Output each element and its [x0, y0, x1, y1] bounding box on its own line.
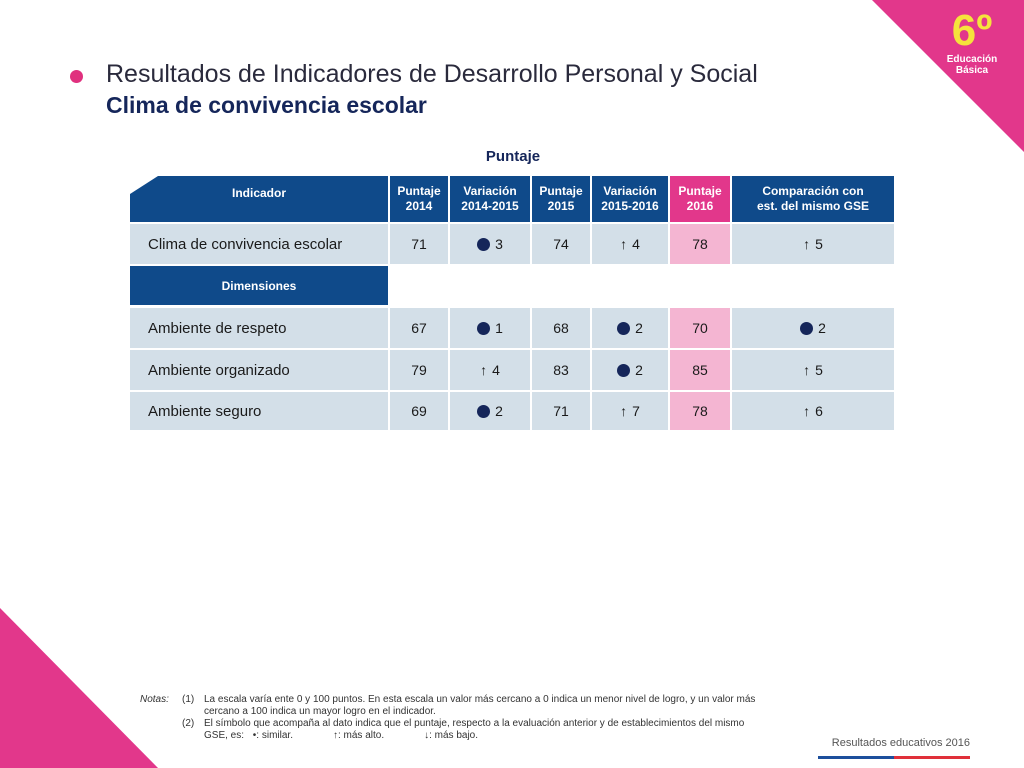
cell-respeto-p2014: 67 [390, 308, 448, 348]
arrow-up-icon: ↑ [803, 236, 811, 252]
value: 5 [815, 362, 823, 378]
cell-organizado-comp: ↑ 5 [732, 350, 894, 390]
value: 5 [815, 236, 823, 252]
grade-number: 6º [951, 6, 993, 55]
header-puntaje-2015-line2: 2015 [547, 199, 575, 213]
notes-block: Notas: (1) La escala varía ente 0 y 100 … [140, 694, 760, 742]
value: 4 [492, 362, 500, 378]
header-puntaje-2016-line2: 2016 [686, 199, 714, 213]
header-indicador-bg [130, 176, 388, 222]
footer-flag-stripe [818, 756, 970, 759]
header-puntaje-2015: Puntaje 2015 [532, 176, 590, 222]
header-comparacion-gse: Comparación con est. del mismo GSE [732, 176, 894, 222]
cell-seguro-v1516: ↑ 7 [592, 392, 668, 430]
row-label-clima: Clima de convivencia escolar [130, 224, 388, 264]
value: 1 [495, 320, 503, 336]
page-title: Resultados de Indicadores de Desarrollo … [106, 60, 758, 88]
cell-clima-comp: ↑ 5 [732, 224, 894, 264]
cell-clima-p2016: 78 [670, 224, 730, 264]
cell-clima-v1415: 3 [450, 224, 530, 264]
legend-down: ↓: más bajo. [424, 730, 479, 741]
header-variacion-1415-line2: 2014-2015 [461, 199, 519, 213]
grade-badge: 6º Educación Básica [928, 6, 1016, 77]
cell-organizado-p2015: 83 [532, 350, 590, 390]
row-label-respeto: Ambiente de respeto [130, 308, 388, 348]
value: 7 [632, 403, 640, 419]
cell-clima-v1516: ↑ 4 [592, 224, 668, 264]
flag-blue-stripe [818, 756, 894, 759]
page-subtitle: Clima de convivencia escolar [106, 92, 427, 118]
corner-decoration-top-right [872, 0, 1024, 152]
cell-organizado-p2016: 85 [670, 350, 730, 390]
footer-text: Resultados educativos 2016 [831, 737, 970, 749]
grade-label-line2: Básica [955, 65, 989, 76]
similar-dot-icon [477, 321, 491, 335]
header-comparacion-line1: Comparación con [762, 184, 864, 198]
note-1-text: La escala varía ente 0 y 100 puntos. En … [204, 694, 756, 717]
row-label-organizado: Ambiente organizado [130, 350, 388, 390]
header-variacion-1415-line1: Variación [463, 184, 517, 198]
value: 3 [495, 236, 503, 252]
cell-respeto-p2016: 70 [670, 308, 730, 348]
similar-dot-icon [477, 404, 491, 418]
flag-red-stripe [894, 756, 970, 759]
cell-seguro-p2015: 71 [532, 392, 590, 430]
cell-seguro-p2014: 69 [390, 392, 448, 430]
value: 4 [632, 236, 640, 252]
dimensions-header: Dimensiones [130, 266, 388, 305]
note-1: Notas: (1) La escala varía ente 0 y 100 … [140, 694, 760, 718]
header-variacion-1516-line1: Variación [603, 184, 657, 198]
value: 6 [815, 403, 823, 419]
header-puntaje-2016-line1: Puntaje [678, 184, 722, 198]
note-2-number: (2) [182, 718, 195, 729]
cell-respeto-v1516: 2 [592, 308, 668, 348]
arrow-up-icon: ↑ [620, 236, 628, 252]
grade-label-line1: Educación [946, 54, 998, 65]
note-2-text: El símbolo que acompaña al dato indica q… [204, 718, 745, 741]
title-bullet-icon [70, 70, 83, 83]
arrow-up-icon: ↑ [803, 403, 811, 419]
note-1-number: (1) [182, 694, 195, 705]
cell-seguro-comp: ↑ 6 [732, 392, 894, 430]
cell-seguro-p2016: 78 [670, 392, 730, 430]
value: 2 [635, 320, 643, 336]
cell-respeto-p2015: 68 [532, 308, 590, 348]
arrow-up-icon: ↑ [620, 403, 628, 419]
header-variacion-2014-2015: Variación 2014-2015 [450, 176, 530, 222]
arrow-up-icon: ↑ [803, 362, 811, 378]
header-variacion-1516-line2: 2015-2016 [601, 199, 659, 213]
note-2: (2) El símbolo que acompaña al dato indi… [140, 718, 760, 742]
table-caption: Puntaje [485, 148, 541, 165]
cell-clima-p2015: 74 [532, 224, 590, 264]
similar-dot-icon [800, 321, 814, 335]
header-variacion-2015-2016: Variación 2015-2016 [592, 176, 668, 222]
cell-respeto-comp: 2 [732, 308, 894, 348]
header-comparacion-line2: est. del mismo GSE [756, 199, 870, 213]
cell-clima-p2014: 71 [390, 224, 448, 264]
arrow-up-icon: ↑ [480, 362, 488, 378]
header-indicador: Indicador [231, 185, 286, 200]
similar-dot-icon [617, 321, 631, 335]
cell-organizado-p2014: 79 [390, 350, 448, 390]
cell-organizado-v1516: 2 [592, 350, 668, 390]
header-puntaje-2014-line1: Puntaje [397, 184, 441, 198]
header-puntaje-2015-line1: Puntaje [539, 184, 583, 198]
legend-up: ↑: más alto. [332, 730, 385, 741]
value: 2 [635, 362, 643, 378]
header-puntaje-2016: Puntaje 2016 [670, 176, 730, 222]
value: 2 [818, 320, 826, 336]
legend-similar: •: similar. [252, 730, 293, 741]
cell-organizado-v1415: ↑ 4 [450, 350, 530, 390]
cell-seguro-v1415: 2 [450, 392, 530, 430]
header-puntaje-2014-line2: 2014 [405, 199, 433, 213]
cell-respeto-v1415: 1 [450, 308, 530, 348]
similar-dot-icon [617, 363, 631, 377]
similar-dot-icon [477, 237, 491, 251]
header-puntaje-2014: Puntaje 2014 [390, 176, 448, 222]
value: 2 [495, 403, 503, 419]
row-label-seguro: Ambiente seguro [130, 392, 388, 430]
corner-decoration-bottom-left [0, 608, 158, 768]
notes-label: Notas: [140, 694, 169, 705]
